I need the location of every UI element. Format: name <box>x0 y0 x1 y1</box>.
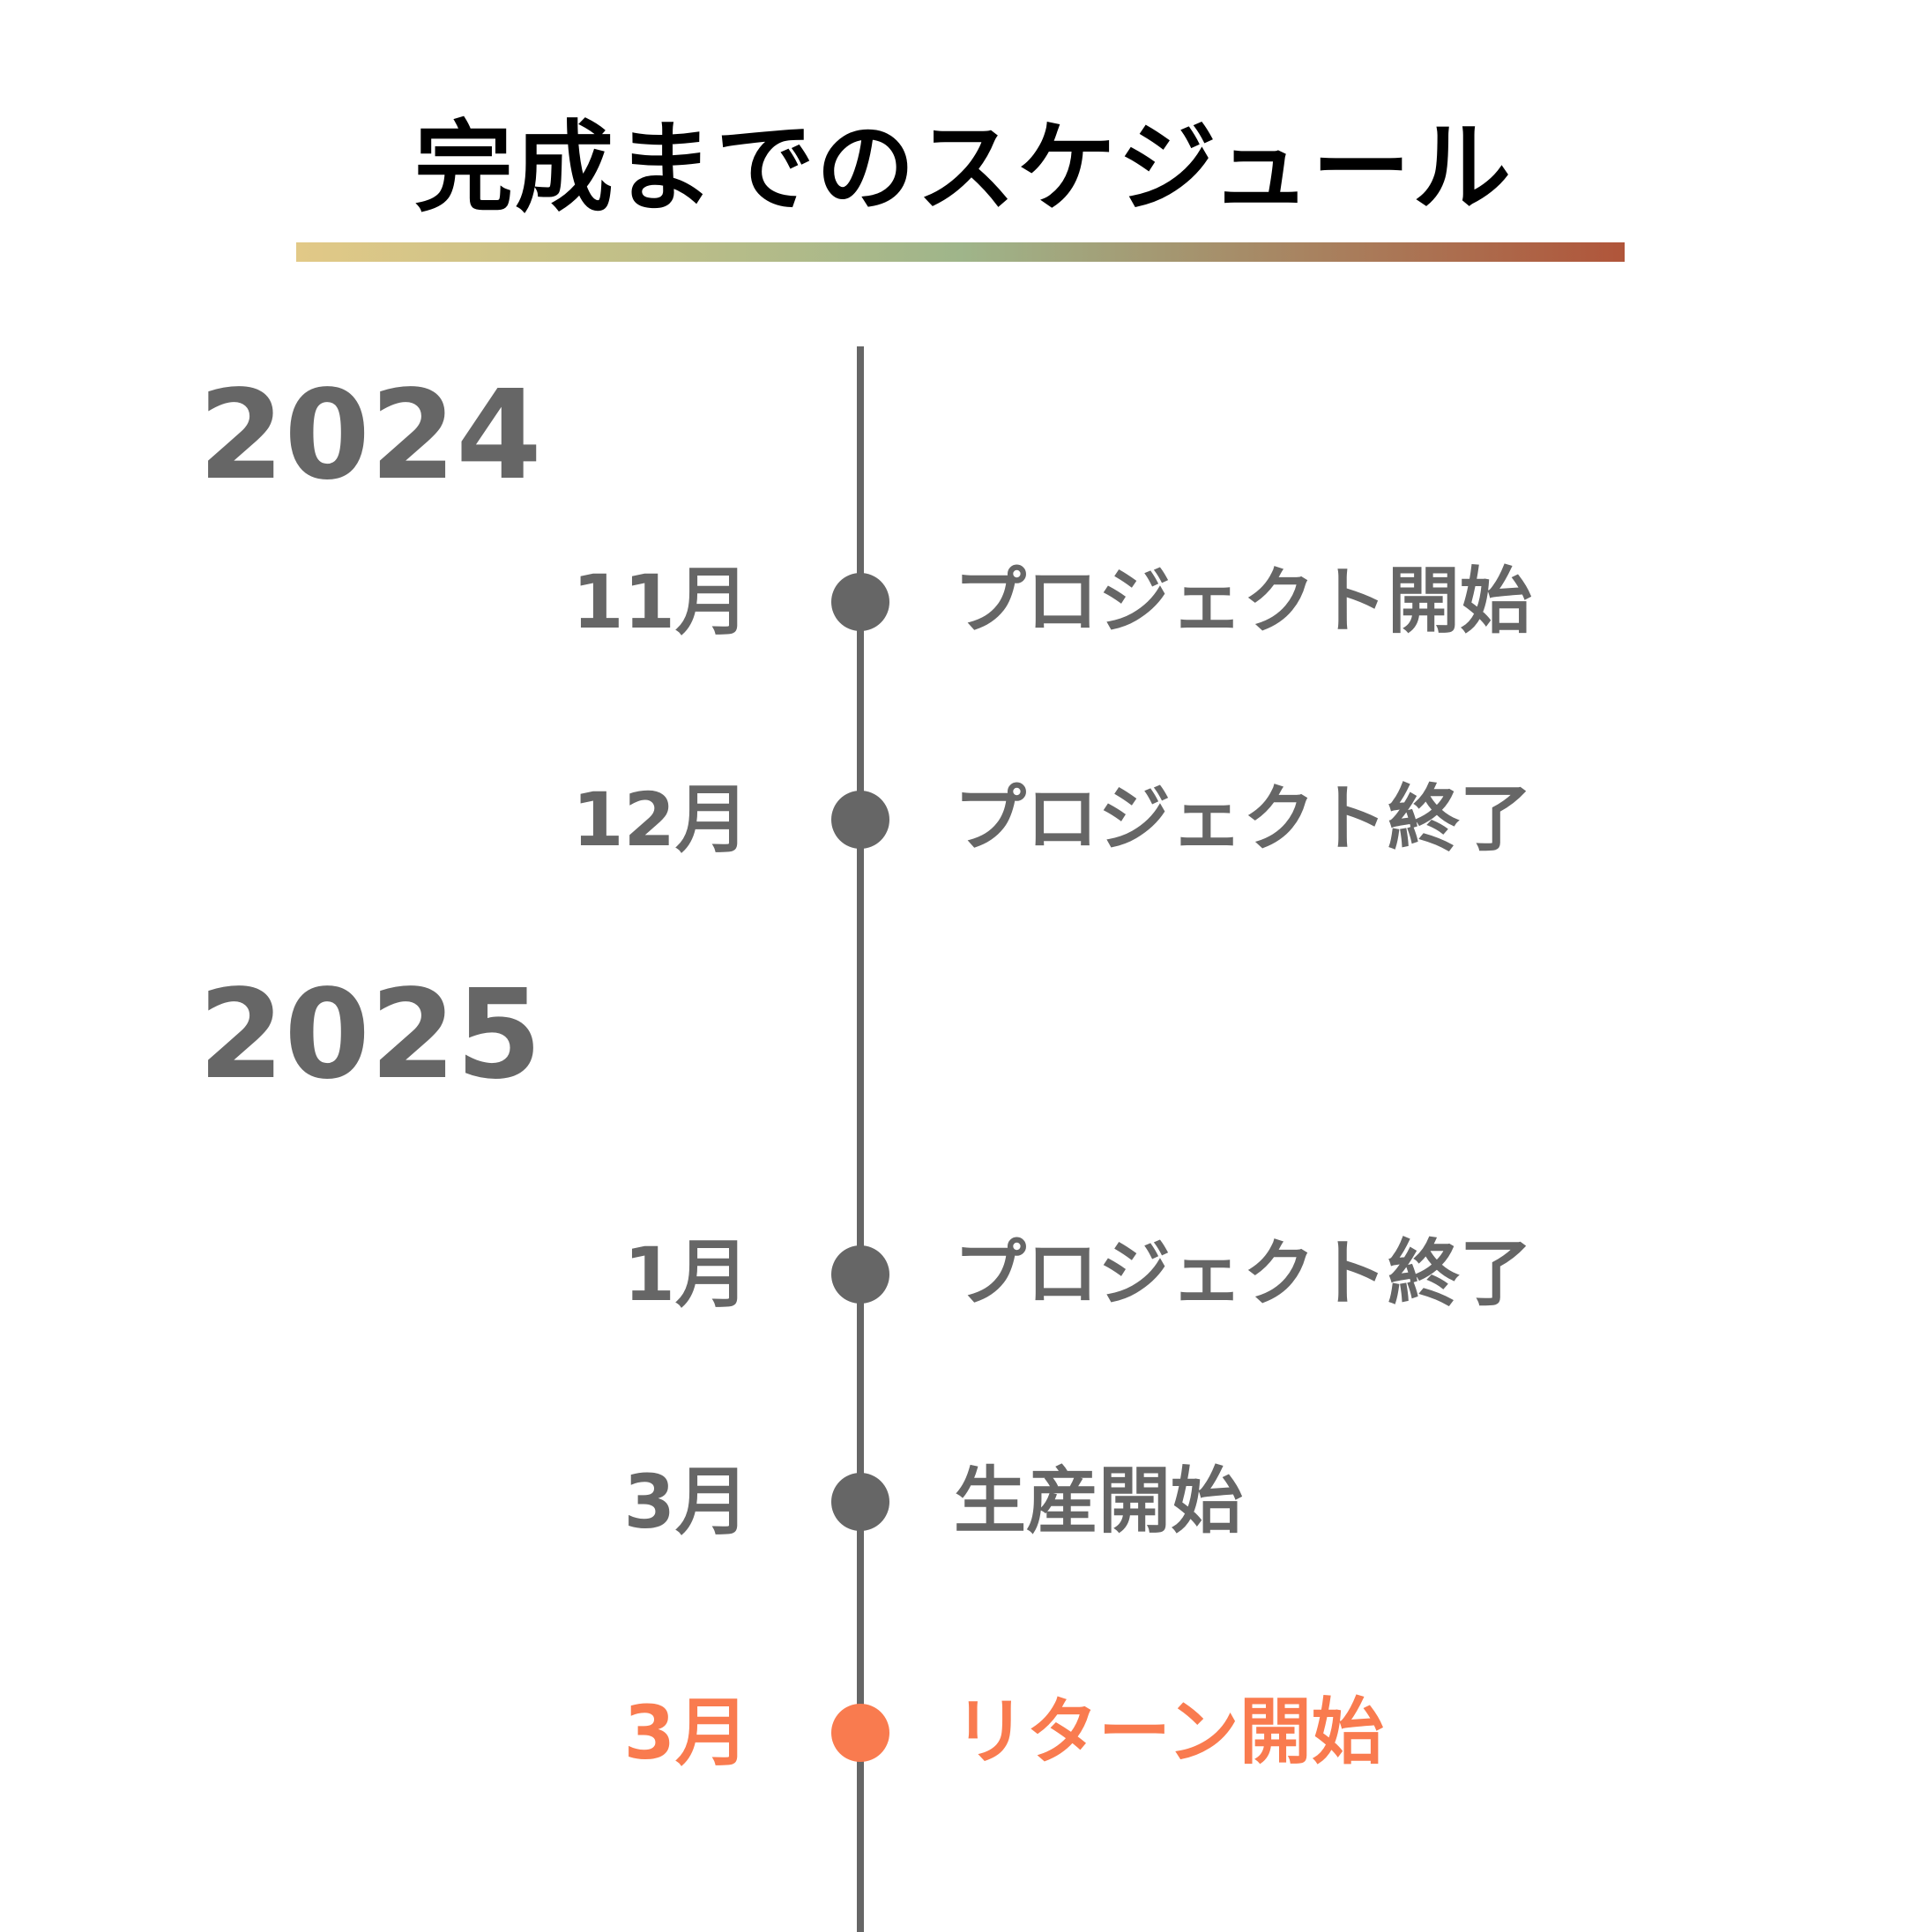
gradient-divider <box>296 242 1625 262</box>
page-title: 完成までのスケジュール <box>413 111 1514 226</box>
year-label-2025: 2025 <box>198 963 542 1107</box>
month-label: 11月 <box>572 559 749 645</box>
year-label-2024: 2024 <box>198 364 542 508</box>
month-label: 1月 <box>623 1231 749 1318</box>
timeline-dot <box>831 573 889 631</box>
timeline-axis <box>857 346 864 1932</box>
timeline-dot-highlight <box>831 1704 889 1762</box>
month-label-highlight: 3月 <box>623 1690 749 1776</box>
event-label: プロジェクト開始 <box>954 560 1533 643</box>
timeline-dot <box>831 1473 889 1531</box>
timeline-dot <box>831 791 889 849</box>
month-label: 3月 <box>623 1459 749 1545</box>
month-label: 12月 <box>572 777 749 863</box>
event-label: プロジェクト終了 <box>954 777 1533 861</box>
event-label: プロジェクト終了 <box>954 1232 1533 1316</box>
event-label: 生産開始 <box>954 1460 1244 1543</box>
event-label-highlight: リターン開始 <box>954 1690 1384 1774</box>
timeline-dot <box>831 1245 889 1304</box>
